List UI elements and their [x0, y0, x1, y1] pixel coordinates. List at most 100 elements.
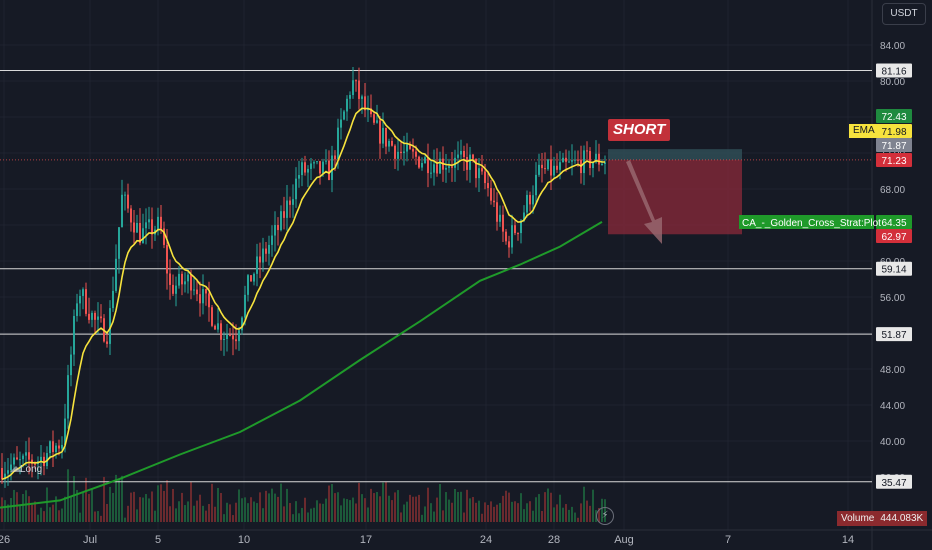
candle-body [82, 289, 84, 296]
volume-bar [226, 502, 228, 522]
volume-bar [394, 492, 396, 522]
volume-bar [268, 493, 270, 522]
candle-body [100, 316, 102, 319]
candle-body [505, 231, 507, 242]
candle-body [316, 161, 318, 163]
volume-bar [127, 505, 129, 522]
volume-bar [418, 494, 420, 522]
candle-body [319, 161, 321, 174]
candle-body [391, 141, 393, 146]
candle-body [313, 162, 315, 164]
candle-body [121, 194, 123, 228]
volume-bar [10, 498, 12, 522]
candle-body [433, 164, 435, 173]
y-tick-label: 68.00 [880, 185, 905, 196]
candle-body [208, 293, 210, 308]
candle-body [361, 96, 363, 99]
volume-bar [112, 492, 114, 522]
candle-body [214, 325, 216, 330]
candle-body [148, 219, 150, 223]
candle-body [133, 222, 135, 233]
volume-bar [322, 503, 324, 522]
volume-bar [580, 503, 582, 522]
volume-bar [151, 491, 153, 522]
candle-body [286, 200, 288, 218]
volume-label: Volume [841, 513, 875, 524]
volume-bar [58, 510, 60, 522]
candle-body [574, 159, 576, 161]
candle-body [94, 312, 96, 320]
volume-bar [61, 508, 63, 522]
volume-bar [208, 504, 210, 522]
candle-body [64, 418, 66, 445]
volume-bar [313, 507, 315, 522]
candle-body [13, 457, 15, 465]
volume-bar [514, 501, 516, 522]
short-signal-label: SHORT [608, 119, 671, 141]
candle-body [331, 155, 333, 180]
candle-body [34, 463, 36, 465]
volume-bar [559, 494, 561, 522]
x-tick-label: 24 [480, 534, 492, 546]
volume-bar [235, 502, 237, 522]
volume-bar [382, 482, 384, 522]
candle-body [253, 273, 255, 282]
price-tag-label: 71.23 [881, 156, 906, 167]
volume-bar [178, 501, 180, 522]
volume-bar [592, 489, 594, 522]
volume-bar [451, 502, 453, 522]
volume-bar [109, 486, 111, 522]
candle-body [226, 334, 228, 340]
candle-body [334, 155, 336, 160]
volume-bar [340, 505, 342, 522]
candle-body [535, 174, 537, 196]
volume-bar [262, 508, 264, 522]
volume-bar [274, 493, 276, 522]
candle-body [577, 159, 579, 161]
volume-bar [508, 492, 510, 522]
price-tag-label: 64.35 [881, 218, 906, 229]
candle-body [556, 165, 558, 170]
volume-badge: Volume 444.083K [837, 511, 928, 526]
candle-body [259, 256, 261, 263]
candle-body [601, 163, 603, 165]
candle-body [7, 470, 9, 474]
volume-bar [163, 490, 165, 522]
candle-body [91, 312, 93, 320]
candle-body [85, 289, 87, 314]
volume-bar [295, 501, 297, 522]
y-tick-label: 80.00 [880, 77, 905, 88]
volume-bar [556, 504, 558, 522]
candle-body [247, 275, 249, 295]
candle-body [589, 151, 591, 169]
volume-bar [568, 509, 570, 522]
volume-bar [526, 503, 528, 522]
volume-bar [181, 492, 183, 522]
volume-bar [571, 506, 573, 522]
volume-bar [304, 497, 306, 522]
volume-bar [265, 490, 267, 522]
candle-body [304, 162, 306, 173]
candle-body [241, 317, 243, 331]
volume-bar [316, 500, 318, 522]
volume-bar [286, 488, 288, 522]
volume-bar [406, 501, 408, 522]
candle-body [415, 151, 417, 157]
candle-body [337, 127, 339, 160]
volume-bar [244, 497, 246, 522]
currency-selector[interactable]: USDT [882, 3, 926, 25]
volume-bar [370, 488, 372, 522]
x-tick-label: 14 [842, 534, 854, 546]
lightning-icon[interactable]: ⚡ [596, 507, 614, 525]
volume-bar [535, 497, 537, 522]
volume-bar [352, 497, 354, 522]
candle-body [220, 323, 222, 340]
candle-body [106, 341, 108, 344]
candle-body [340, 119, 342, 128]
volume-bar [67, 469, 69, 522]
volume-bar [115, 474, 117, 522]
candle-body [595, 153, 597, 163]
volume-bar [103, 476, 105, 522]
candle-body [178, 273, 180, 286]
